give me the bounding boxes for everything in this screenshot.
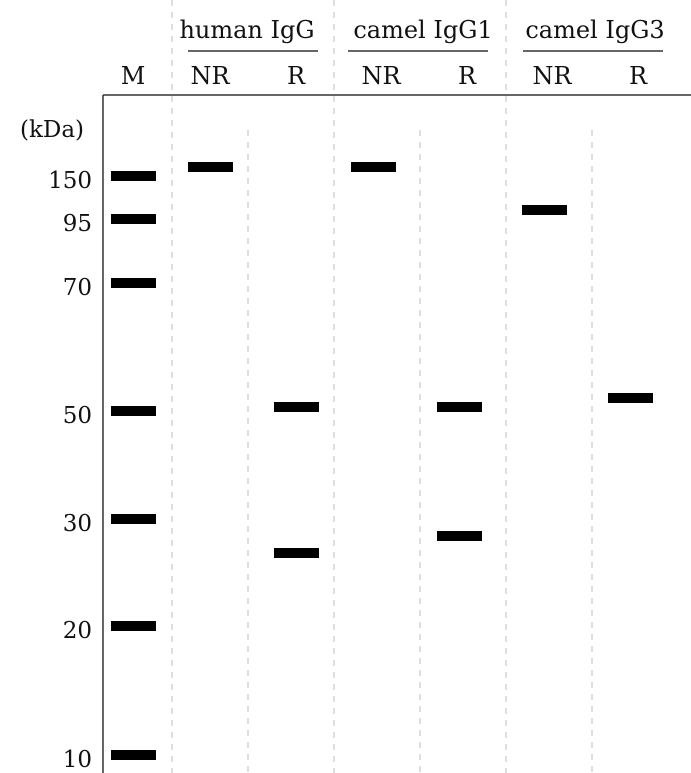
lane-label-camel1-r: R: [458, 62, 477, 90]
marker-band-95: [111, 214, 156, 224]
band-human-nr: [188, 162, 233, 172]
band-camel3-r: [608, 393, 653, 403]
marker-label-50: 50: [63, 403, 92, 429]
lane-label-human-nr: NR: [190, 62, 230, 90]
group-label-camel-igg1: camel IgG1: [353, 16, 492, 44]
band-camel1-r-light: [437, 531, 482, 541]
marker-band-10: [111, 750, 156, 760]
band-human-r-heavy: [274, 402, 319, 412]
marker-band-70: [111, 278, 156, 288]
lane-label-marker: M: [121, 62, 146, 90]
band-camel3-nr: [522, 205, 567, 215]
marker-label-95: 95: [63, 211, 92, 237]
marker-label-10: 10: [63, 747, 92, 773]
band-camel1-nr: [351, 162, 396, 172]
group-label-camel-igg3: camel IgG3: [525, 16, 664, 44]
unit-label: (kDa): [20, 117, 84, 143]
lane-label-camel3-nr: NR: [532, 62, 572, 90]
marker-band-150: [111, 171, 156, 181]
marker-label-20: 20: [63, 618, 92, 644]
marker-band-20: [111, 621, 156, 631]
marker-band-50: [111, 406, 156, 416]
lane-label-camel1-nr: NR: [361, 62, 401, 90]
band-human-r-light: [274, 548, 319, 558]
band-camel1-r-heavy: [437, 402, 482, 412]
marker-label-30: 30: [63, 511, 92, 537]
lane-label-human-r: R: [287, 62, 306, 90]
marker-band-30: [111, 514, 156, 524]
marker-label-70: 70: [63, 275, 92, 301]
marker-label-150: 150: [48, 168, 92, 194]
lane-label-camel3-r: R: [629, 62, 648, 90]
group-label-human-igg: human IgG: [179, 16, 314, 44]
